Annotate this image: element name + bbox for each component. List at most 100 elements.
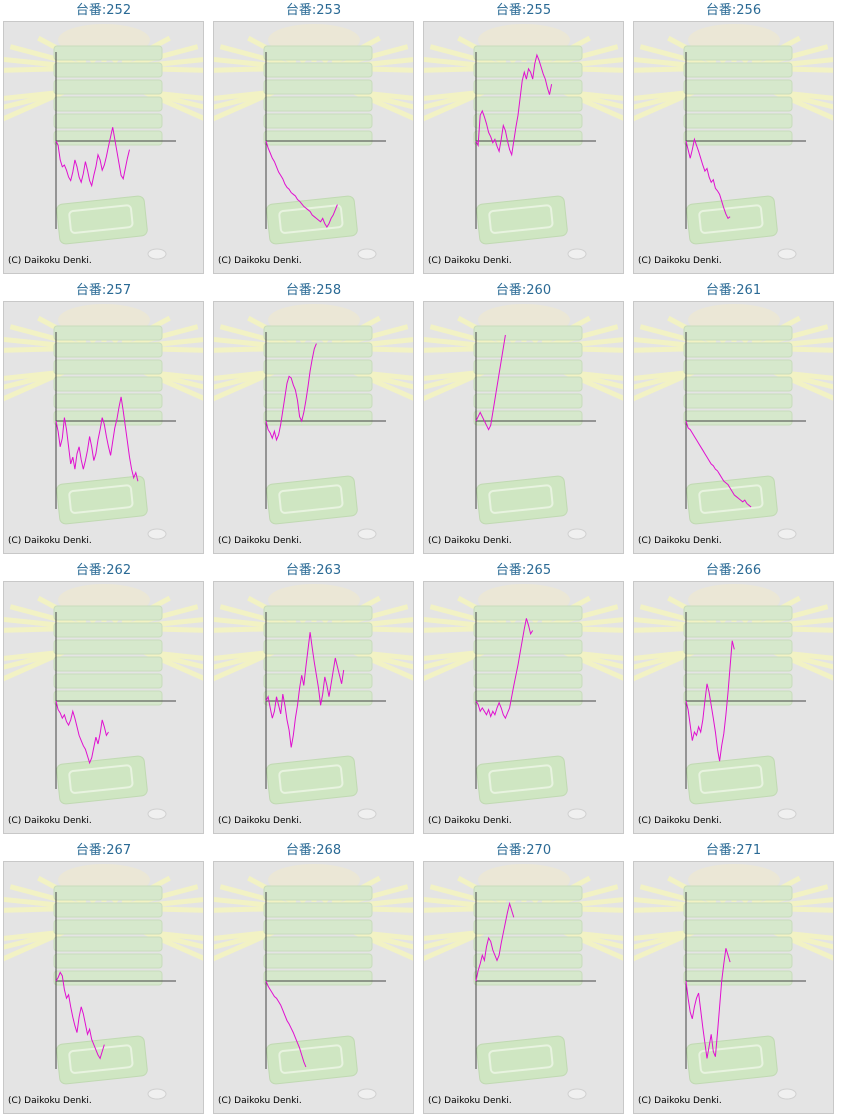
background-machine-illustration bbox=[634, 304, 833, 540]
copyright-text: (C) Daikoku Denki. bbox=[218, 1096, 302, 1106]
machine-graph-card: 台番:252 (C) Daikoku Denki. bbox=[2, 0, 205, 280]
machine-number-title[interactable]: 台番:262 bbox=[75, 563, 132, 578]
graph-panel: (C) Daikoku Denki. bbox=[3, 581, 204, 834]
payout-line bbox=[265, 980, 307, 1068]
graph-svg bbox=[214, 24, 413, 260]
graph-panel: (C) Daikoku Denki. bbox=[3, 21, 204, 274]
background-machine-illustration bbox=[634, 864, 833, 1100]
background-machine-illustration bbox=[214, 304, 413, 540]
machine-number-title[interactable]: 台番:268 bbox=[285, 843, 342, 858]
background-machine-illustration bbox=[4, 584, 203, 820]
graph-svg bbox=[424, 584, 623, 820]
machine-graph-card: 台番:265 (C) Daikoku Denki. bbox=[422, 560, 625, 840]
machine-graph-card: 台番:260 (C) Daikoku Denki. bbox=[422, 280, 625, 560]
machine-number-title[interactable]: 台番:267 bbox=[75, 843, 132, 858]
copyright-text: (C) Daikoku Denki. bbox=[638, 536, 722, 546]
graph-panel: (C) Daikoku Denki. bbox=[423, 861, 624, 1114]
background-machine-illustration bbox=[214, 864, 413, 1100]
machine-number-title[interactable]: 台番:258 bbox=[285, 283, 342, 298]
graph-svg bbox=[214, 864, 413, 1100]
machine-number-title[interactable]: 台番:252 bbox=[75, 3, 132, 18]
background-machine-illustration bbox=[424, 584, 623, 820]
machine-number-title[interactable]: 台番:263 bbox=[285, 563, 342, 578]
background-machine-illustration bbox=[214, 24, 413, 260]
copyright-text: (C) Daikoku Denki. bbox=[638, 1096, 722, 1106]
graph-svg bbox=[634, 304, 833, 540]
copyright-text: (C) Daikoku Denki. bbox=[638, 816, 722, 826]
copyright-text: (C) Daikoku Denki. bbox=[218, 816, 302, 826]
copyright-text: (C) Daikoku Denki. bbox=[428, 1096, 512, 1106]
machine-graph-card: 台番:270 (C) Daikoku Denki. bbox=[422, 840, 625, 1120]
payout-line bbox=[55, 396, 139, 482]
payout-line bbox=[685, 137, 731, 220]
graph-panel: (C) Daikoku Denki. bbox=[633, 21, 834, 274]
payout-line bbox=[685, 420, 752, 508]
copyright-text: (C) Daikoku Denki. bbox=[638, 256, 722, 266]
payout-line bbox=[685, 948, 731, 1059]
graph-panel: (C) Daikoku Denki. bbox=[213, 301, 414, 554]
machine-number-title[interactable]: 台番:255 bbox=[495, 3, 552, 18]
graph-svg bbox=[4, 304, 203, 540]
background-machine-illustration bbox=[634, 584, 833, 820]
graph-panel: (C) Daikoku Denki. bbox=[213, 21, 414, 274]
machine-graph-card: 台番:253 (C) Daikoku Denki. bbox=[212, 0, 415, 280]
graph-panel: (C) Daikoku Denki. bbox=[423, 581, 624, 834]
machine-number-title[interactable]: 台番:270 bbox=[495, 843, 552, 858]
payout-line bbox=[55, 971, 105, 1060]
graph-panel: (C) Daikoku Denki. bbox=[423, 21, 624, 274]
graph-svg bbox=[634, 864, 833, 1100]
copyright-text: (C) Daikoku Denki. bbox=[8, 1096, 92, 1106]
copyright-text: (C) Daikoku Denki. bbox=[218, 536, 302, 546]
machine-number-title[interactable]: 台番:253 bbox=[285, 3, 342, 18]
graph-svg bbox=[424, 304, 623, 540]
graph-svg bbox=[424, 864, 623, 1100]
copyright-text: (C) Daikoku Denki. bbox=[428, 256, 512, 266]
graph-panel: (C) Daikoku Denki. bbox=[213, 581, 414, 834]
machine-number-title[interactable]: 台番:260 bbox=[495, 283, 552, 298]
graph-svg bbox=[214, 304, 413, 540]
copyright-text: (C) Daikoku Denki. bbox=[8, 536, 92, 546]
background-machine-illustration bbox=[634, 24, 833, 260]
machine-number-title[interactable]: 台番:265 bbox=[495, 563, 552, 578]
graph-svg bbox=[4, 864, 203, 1100]
graph-panel: (C) Daikoku Denki. bbox=[3, 301, 204, 554]
machine-graph-card: 台番:263 (C) Daikoku Denki. bbox=[212, 560, 415, 840]
machine-number-title[interactable]: 台番:261 bbox=[705, 283, 762, 298]
payout-line bbox=[55, 127, 130, 188]
graph-panel: (C) Daikoku Denki. bbox=[633, 581, 834, 834]
payout-line bbox=[55, 700, 109, 765]
machine-number-title[interactable]: 台番:271 bbox=[705, 843, 762, 858]
graph-panel: (C) Daikoku Denki. bbox=[423, 301, 624, 554]
graph-panel: (C) Daikoku Denki. bbox=[633, 301, 834, 554]
copyright-text: (C) Daikoku Denki. bbox=[218, 256, 302, 266]
machine-graph-card: 台番:258 (C) Daikoku Denki. bbox=[212, 280, 415, 560]
graph-panel: (C) Daikoku Denki. bbox=[3, 861, 204, 1114]
graph-svg bbox=[4, 584, 203, 820]
payout-line bbox=[685, 640, 735, 762]
copyright-text: (C) Daikoku Denki. bbox=[8, 816, 92, 826]
machine-graph-card: 台番:266 (C) Daikoku Denki. bbox=[632, 560, 835, 840]
payout-line bbox=[475, 618, 534, 720]
graph-svg bbox=[4, 24, 203, 260]
machine-graph-card: 台番:255 (C) Daikoku Denki. bbox=[422, 0, 625, 280]
graph-svg bbox=[424, 24, 623, 260]
copyright-text: (C) Daikoku Denki. bbox=[8, 256, 92, 266]
payout-line bbox=[265, 632, 345, 748]
background-machine-illustration bbox=[4, 304, 203, 540]
graph-svg bbox=[214, 584, 413, 820]
payout-line bbox=[265, 140, 338, 228]
machine-graph-card: 台番:256 (C) Daikoku Denki. bbox=[632, 0, 835, 280]
machine-number-title[interactable]: 台番:266 bbox=[705, 563, 762, 578]
machine-number-title[interactable]: 台番:257 bbox=[75, 283, 132, 298]
machine-graph-card: 台番:268 (C) Daikoku Denki. bbox=[212, 840, 415, 1120]
graph-panel: (C) Daikoku Denki. bbox=[633, 861, 834, 1114]
machine-graph-card: 台番:271 (C) Daikoku Denki. bbox=[632, 840, 835, 1120]
machine-number-title[interactable]: 台番:256 bbox=[705, 3, 762, 18]
machine-graph-card: 台番:261 (C) Daikoku Denki. bbox=[632, 280, 835, 560]
background-machine-illustration bbox=[4, 864, 203, 1100]
payout-line bbox=[475, 901, 515, 982]
copyright-text: (C) Daikoku Denki. bbox=[428, 536, 512, 546]
background-machine-illustration bbox=[424, 864, 623, 1100]
payout-line bbox=[265, 343, 317, 442]
